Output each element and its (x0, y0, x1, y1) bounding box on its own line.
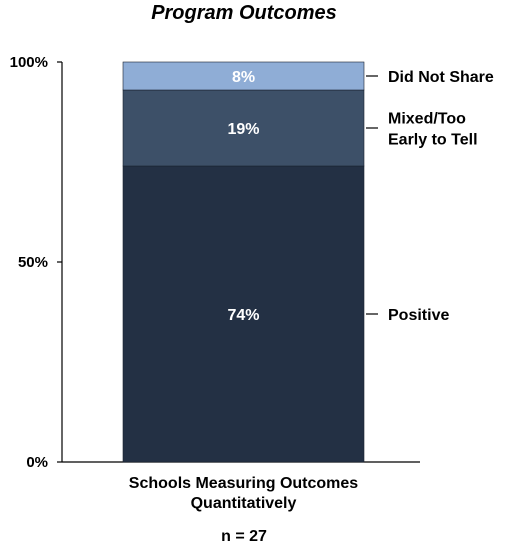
data-label-mixed-too-early-to-tell: 19% (227, 121, 259, 138)
legend-label-mixed-too-early-to-tell: Mixed/Too Early to Tell (388, 111, 478, 149)
bar-segment-did-not-share (122, 61, 365, 91)
chart-title: Program Outcomes (151, 2, 337, 24)
bar-segment-mixed-too-early-to-tell (122, 89, 365, 167)
legend-label-did-not-share: Did Not Share (388, 69, 494, 86)
x-category-label: Schools Measuring Outcomes Quantitatively (129, 475, 358, 512)
legend-label-positive: Positive (388, 307, 449, 324)
data-label-positive: 74% (227, 307, 259, 324)
y-tick-label: 100% (10, 54, 48, 71)
data-label-did-not-share: 8% (232, 69, 255, 86)
y-tick-label: 50% (18, 254, 48, 271)
bar-segment-positive (122, 165, 365, 463)
y-tick-label: 0% (26, 454, 48, 471)
sample-size-note: n = 27 (221, 528, 267, 543)
